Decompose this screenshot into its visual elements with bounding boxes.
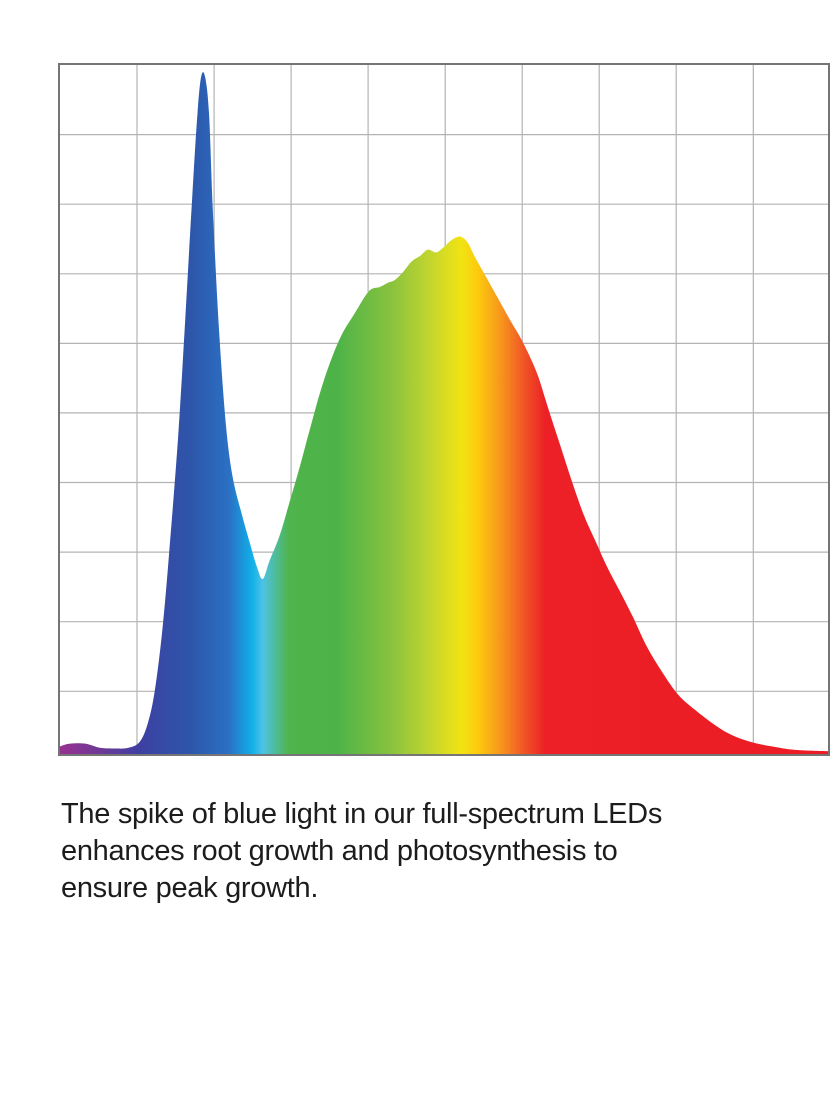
caption: The spike of blue light in our full-spec…: [61, 796, 801, 907]
spectrum-svg: [60, 65, 828, 754]
caption-line-2: enhances root growth and photosynthesis …: [61, 835, 618, 867]
caption-line-3: ensure peak growth.: [61, 872, 319, 904]
spectrum-area: [60, 72, 828, 754]
caption-line-1: The spike of blue light in our full-spec…: [61, 798, 663, 830]
spectrum-chart-panel: [58, 63, 830, 756]
